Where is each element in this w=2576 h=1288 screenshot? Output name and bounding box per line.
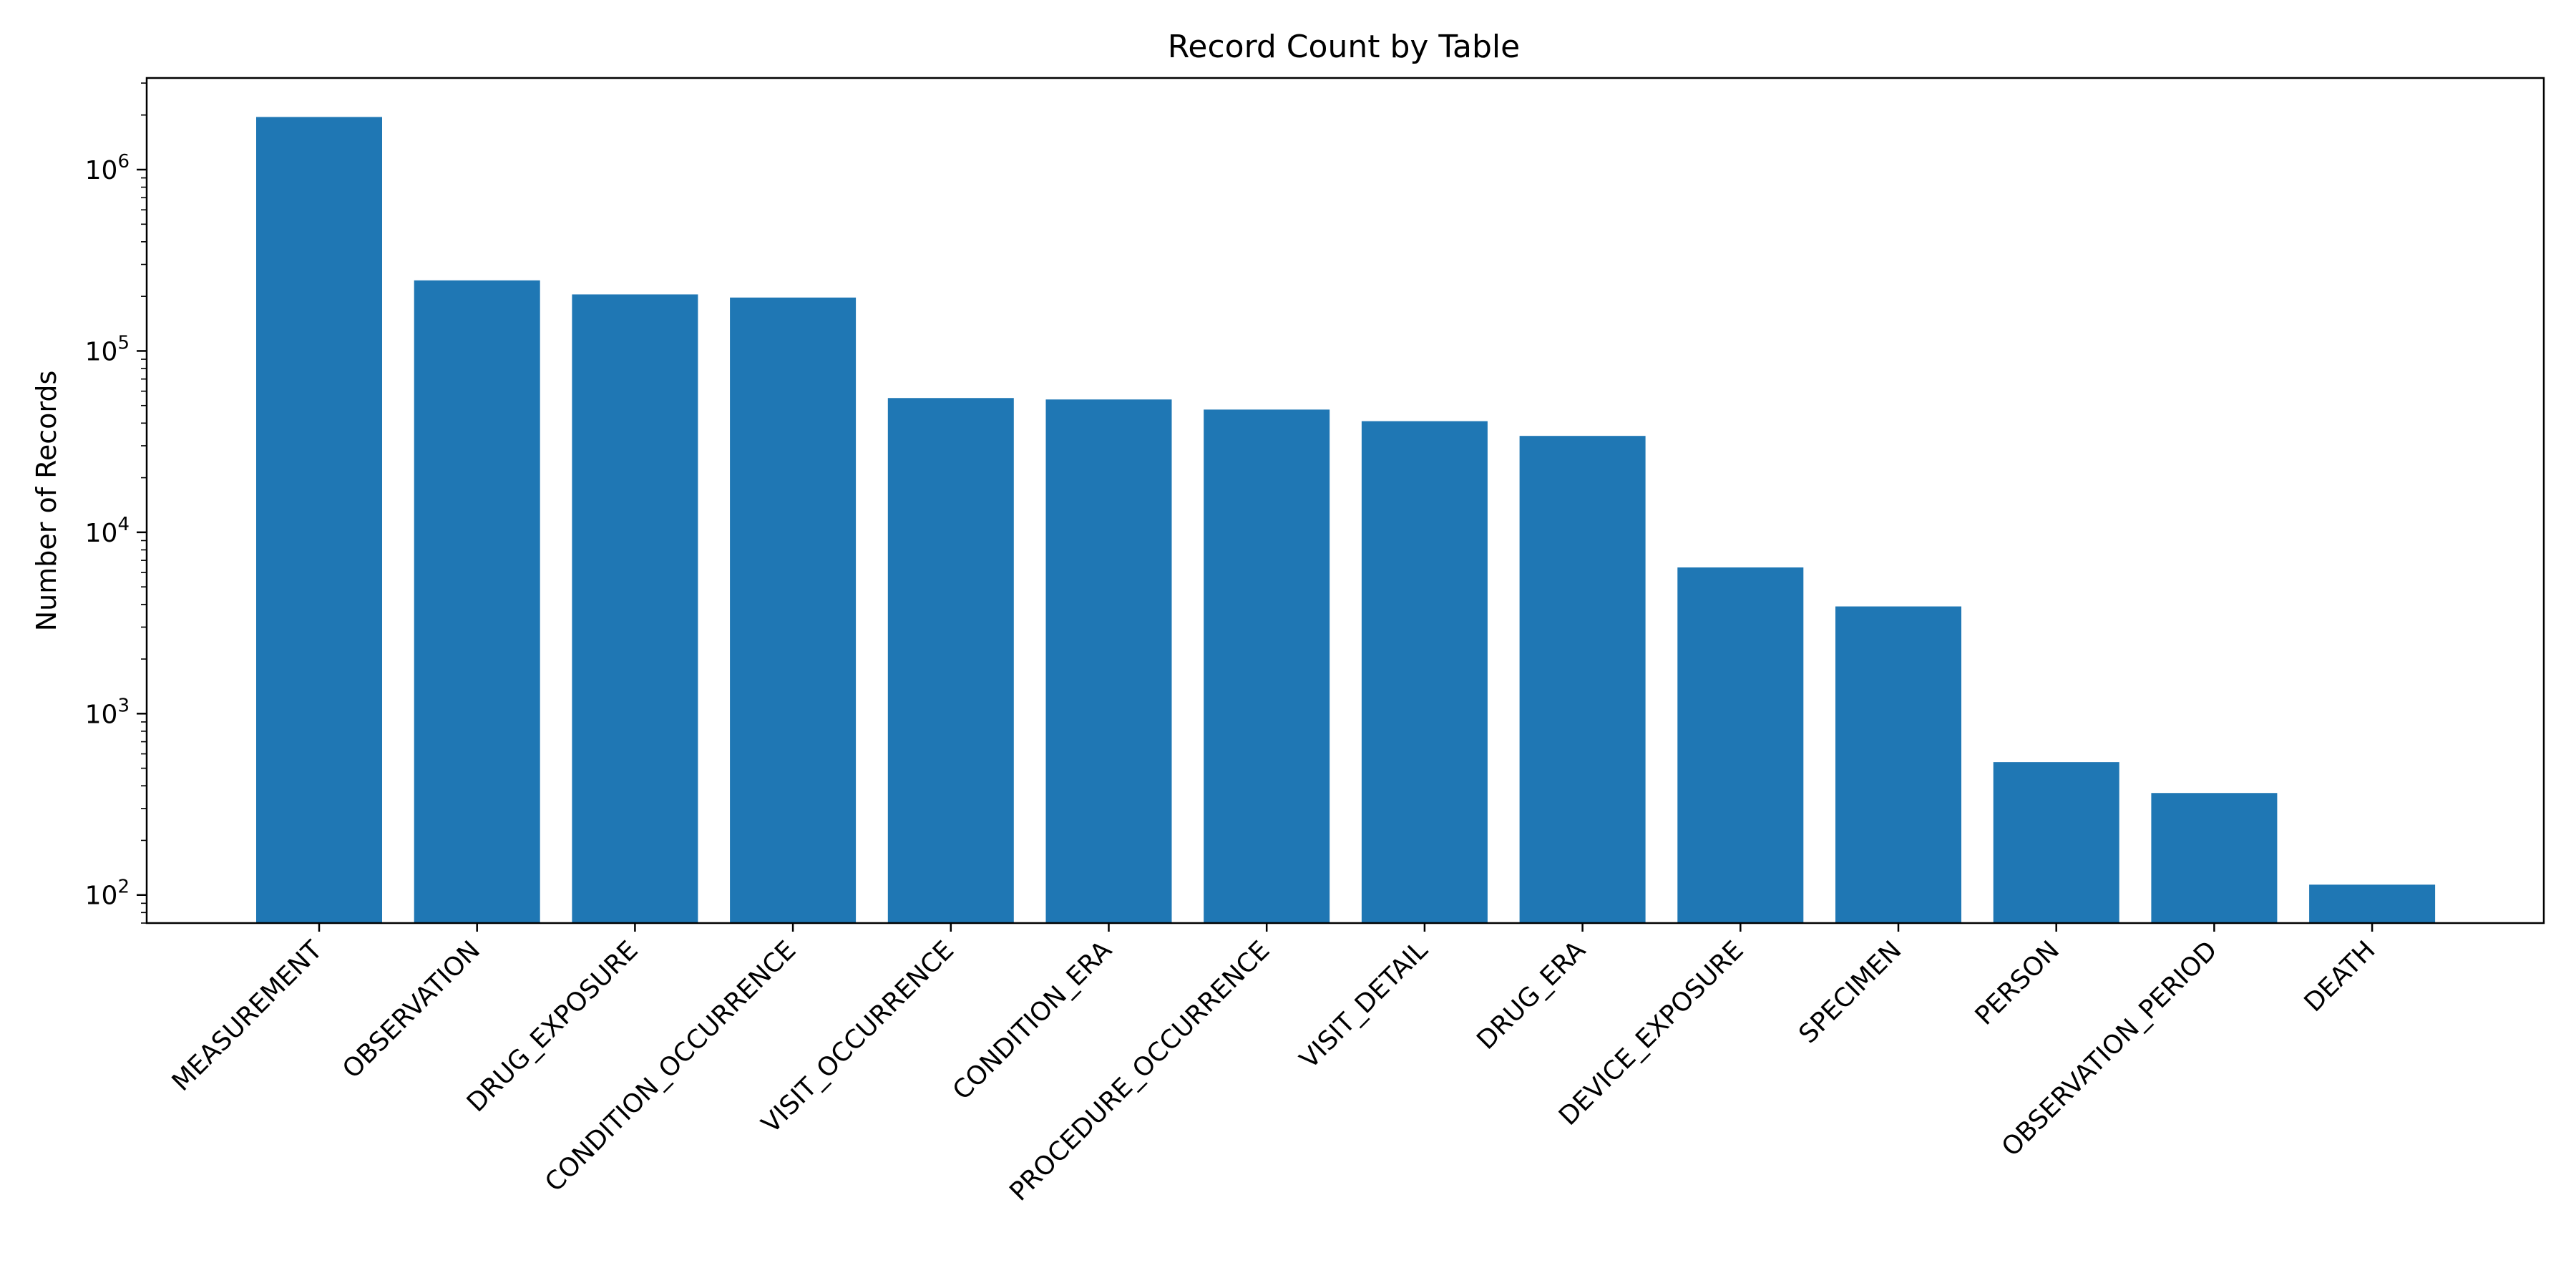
bars-group <box>256 117 2436 924</box>
x-tick-label: SPECIMEN <box>1793 935 1907 1049</box>
chart-title: Record Count by Table <box>1168 29 1520 65</box>
x-tick-label: PERSON <box>1970 935 2065 1030</box>
x-tick-label: DRUG_ERA <box>1471 935 1591 1055</box>
x-tick-label: DRUG_EXPOSURE <box>462 935 644 1118</box>
x-tick-label: DEATH <box>2299 935 2381 1018</box>
x-tick-label: VISIT_DETAIL <box>1294 935 1433 1074</box>
bar-measurement <box>256 117 382 923</box>
bar-procedure-occurrence <box>1204 409 1330 923</box>
y-tick-label: 105 <box>85 332 130 366</box>
bar-condition-era <box>1045 399 1172 923</box>
x-tick-label: CONDITION_OCCURRENCE <box>540 935 801 1197</box>
bar-condition-occurrence <box>730 297 857 924</box>
y-axis-label: Number of Records <box>31 371 62 632</box>
y-tick-label: 104 <box>85 514 130 548</box>
x-tick-label: PROCEDURE_OCCURRENCE <box>1004 935 1275 1206</box>
x-tick-label: OBSERVATION <box>337 935 486 1084</box>
y-tick-label: 106 <box>85 151 130 185</box>
y-tick-label: 102 <box>85 877 130 911</box>
bar-specimen <box>1835 606 1961 923</box>
y-tick-label: 103 <box>85 695 130 729</box>
bar-visit-occurrence <box>887 398 1014 923</box>
x-tick-label: DEVICE_EXPOSURE <box>1553 935 1750 1131</box>
bar-device-exposure <box>1677 567 1804 923</box>
bar-death <box>2309 884 2436 923</box>
y-axis-ticks: 102 103 104 105 106 <box>85 82 147 924</box>
bar-drug-exposure <box>572 294 698 924</box>
plot-frame <box>145 77 2545 924</box>
bar-observation <box>414 280 540 923</box>
x-tick-label: CONDITION_ERA <box>947 935 1118 1106</box>
bar-drug-era <box>1519 436 1646 923</box>
bar-visit-detail <box>1361 421 1488 923</box>
x-tick-label: MEASUREMENT <box>167 935 328 1097</box>
x-axis-ticks: MEASUREMENT OBSERVATIONDRUG_EXPOSURECONDI… <box>167 923 2381 1207</box>
bar-observation-period <box>2151 793 2278 923</box>
bar-person <box>1993 762 2119 923</box>
